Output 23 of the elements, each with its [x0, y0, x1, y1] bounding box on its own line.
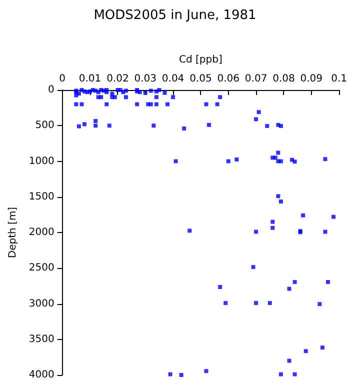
y-tick-label: 0 — [48, 84, 54, 96]
y-tick-label: 3000 — [28, 298, 54, 310]
y-axis-title: Depth [m] — [8, 206, 18, 258]
x-tick-label: 0 — [59, 74, 66, 84]
chart-title: MODS2005 in June, 1981 — [94, 8, 256, 23]
x-tick-label: 0.01 — [78, 74, 102, 84]
y-tick-label: 2000 — [28, 227, 54, 238]
x-tick-label: 0.1 — [331, 74, 347, 84]
y-tick-label: 1000 — [28, 156, 54, 167]
y-tick-label: 3500 — [28, 334, 54, 345]
x-tick-label: 0.06 — [217, 74, 240, 84]
x-tick-label: 0.04 — [162, 74, 184, 84]
x-tick-label: 0.03 — [134, 74, 156, 84]
y-tick-label: 4000 — [28, 370, 54, 380]
x-axis-title: Cd [ppb] — [179, 54, 222, 66]
x-tick-label: 0.09 — [300, 74, 323, 84]
y-tick-label: 500 — [35, 120, 54, 132]
y-tick-label: 2500 — [28, 262, 54, 274]
y-tick-label: 1500 — [28, 191, 54, 202]
x-tick-label: 0.07 — [244, 74, 268, 84]
x-tick-label: 0.08 — [272, 74, 295, 84]
x-tick-label: 0.02 — [106, 74, 129, 84]
x-tick-label: 0.05 — [190, 74, 212, 84]
